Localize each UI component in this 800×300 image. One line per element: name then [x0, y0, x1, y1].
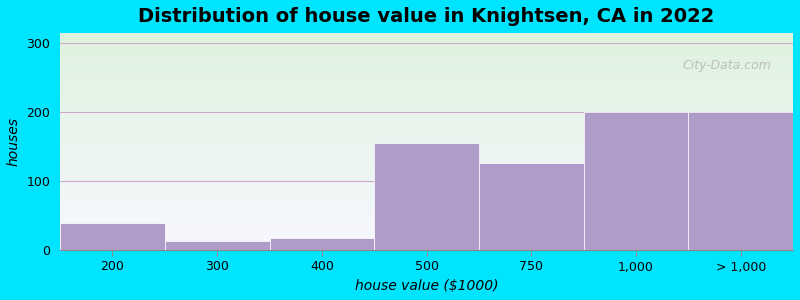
Title: Distribution of house value in Knightsen, CA in 2022: Distribution of house value in Knightsen… — [138, 7, 714, 26]
Bar — [584, 112, 688, 250]
Bar — [60, 223, 165, 250]
Y-axis label: houses: houses — [7, 117, 21, 166]
X-axis label: house value ($1000): house value ($1000) — [355, 279, 498, 293]
Bar — [165, 241, 270, 250]
Bar — [270, 238, 374, 250]
Bar — [688, 112, 793, 250]
Bar — [374, 143, 479, 250]
Bar — [479, 163, 584, 250]
Text: City-Data.com: City-Data.com — [682, 59, 771, 72]
